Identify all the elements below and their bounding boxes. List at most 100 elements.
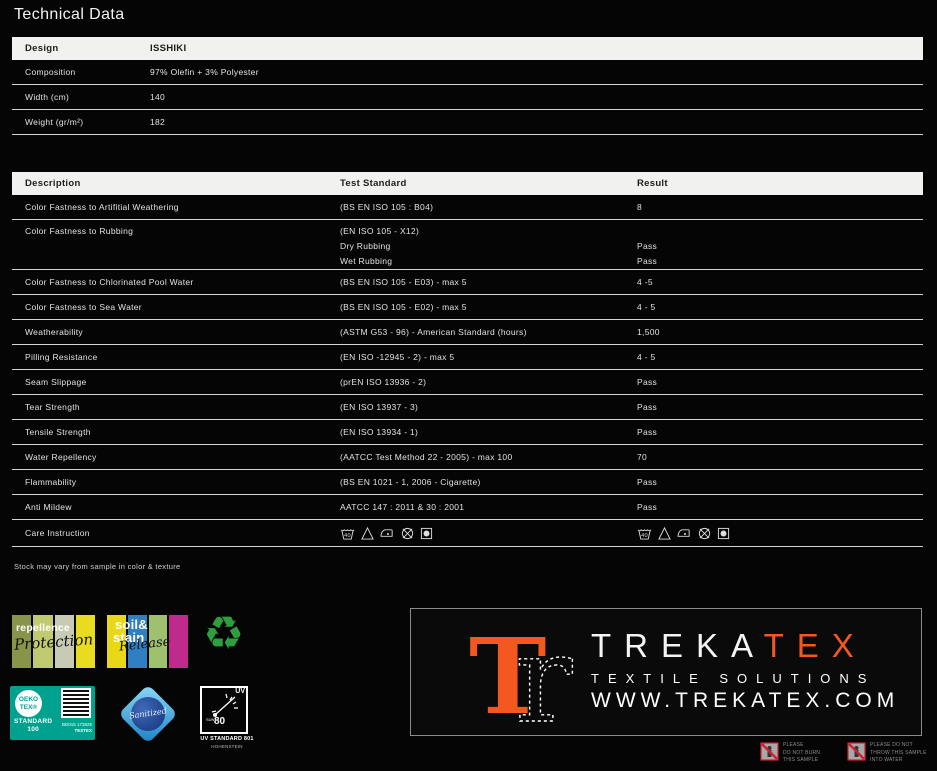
spec-label: Weight (gr/m²) xyxy=(25,117,84,127)
test-result: Pass xyxy=(637,402,658,412)
test-row: Tensile Strength (EN ISO 13934 - 1) Pass xyxy=(12,420,923,445)
test-result: 4 -5 xyxy=(637,277,653,287)
test-standard: (EN ISO 13934 - 1) xyxy=(340,427,419,437)
test-results-table: Description Test Standard Result Color F… xyxy=(12,172,923,547)
spec-row-weight: Weight (gr/m²) 182 xyxy=(12,110,923,135)
spec-row-width: Width (cm) 140 xyxy=(12,85,923,110)
test-standard: (BS EN 1021 - 1, 2006 - Cigarette) xyxy=(340,477,481,487)
spec-label: Composition xyxy=(25,67,76,77)
bleach-triangle-icon xyxy=(361,526,374,540)
test-standard: (EN ISO 105 - X12) Dry Rubbing Wet Rubbi… xyxy=(340,226,420,266)
test-row: Anti Mildew AATCC 147 : 2011 & 30 : 2001… xyxy=(12,495,923,520)
wash-40-icon: 40 xyxy=(340,528,355,540)
repellence-protection-badge: repellence Protection xyxy=(12,615,97,668)
test-standard: (BS EN ISO 105 - E02) - max 5 xyxy=(340,302,467,312)
brand-url: WWW.TREKATEX.COM xyxy=(591,689,900,712)
spec-value: 182 xyxy=(150,117,166,127)
test-description: Weatherability xyxy=(25,327,83,337)
brand-tagline: TEXTILE SOLUTIONS xyxy=(591,671,876,686)
test-row: Seam Slippage (prEN ISO 13936 - 2) Pass xyxy=(12,370,923,395)
test-description: Seam Slippage xyxy=(25,377,87,387)
col-header-description: Description xyxy=(25,178,81,189)
test-description: Tear Strength xyxy=(25,402,80,412)
test-row-rubbing: Color Fastness to Rubbing (EN ISO 105 - … xyxy=(12,220,923,270)
test-standard: (BS EN ISO 105 - E03) - max 5 xyxy=(340,277,467,287)
brand-name: TREKATEX xyxy=(591,627,867,664)
iron-icon xyxy=(677,528,690,537)
test-description: Tensile Strength xyxy=(25,427,91,437)
spec-value: 140 xyxy=(150,92,166,102)
uv-corner-label: UV xyxy=(233,688,246,696)
test-row: Color Fastness to Chlorinated Pool Water… xyxy=(12,270,923,295)
care-icons-result: 40 xyxy=(637,526,923,540)
do-not-dry-clean-icon xyxy=(698,527,711,539)
spec-label: Width (cm) xyxy=(25,92,70,102)
test-description: Care Instruction xyxy=(25,528,90,538)
svg-text:T: T xyxy=(469,621,546,729)
uv-standard-label: UV STANDARD 801 HOHENSTEIN xyxy=(200,736,254,749)
no-burn-icon xyxy=(760,742,779,761)
test-row: Color Fastness to Artifitial Weathering … xyxy=(12,195,923,220)
test-description: Color Fastness to Rubbing xyxy=(25,226,134,236)
spec-table: Design ISSHIKI Composition 97% Olefin + … xyxy=(12,37,923,135)
test-result: Pass xyxy=(637,427,658,437)
test-row: Flammability (BS EN 1021 - 1, 2006 - Cig… xyxy=(12,470,923,495)
trekatex-logo-box: T r TREKATEX TEXTILE SOLUTIONS WWW.TREKA… xyxy=(410,608,922,751)
test-row: Pilling Resistance (EN ISO -12945 - 2) -… xyxy=(12,345,923,370)
test-row: Water Repellency (AATCC Test Method 22 -… xyxy=(12,445,923,470)
tumble-dry-icon xyxy=(717,527,730,539)
bleach-triangle-icon xyxy=(658,526,671,540)
test-result: 4 - 5 xyxy=(637,352,656,362)
svg-text:40: 40 xyxy=(344,533,351,539)
test-result: Pass xyxy=(637,377,658,387)
svg-text:SUN: SUN xyxy=(206,717,215,722)
test-standard: AATCC 147 : 2011 & 30 : 2001 xyxy=(340,502,465,512)
test-description: Pilling Resistance xyxy=(25,352,98,362)
test-row: Color Fastness to Sea Water (BS EN ISO 1… xyxy=(12,295,923,320)
test-description: Anti Mildew xyxy=(25,502,72,512)
do-not-burn-warning: PLEASE DO NOT BURN THIS SAMPLE xyxy=(760,742,820,765)
test-result: 4 - 5 xyxy=(637,302,656,312)
spec-row-design: Design ISSHIKI xyxy=(12,37,923,60)
spec-value: ISSHIKI xyxy=(150,43,187,54)
no-water-warning: PLEASE DO NOT THROW THIS SAMPLE INTO WAT… xyxy=(847,742,927,765)
stain-label: stain xyxy=(113,630,145,645)
test-description: Flammability xyxy=(25,477,77,487)
oeko-tex-badge: OEKO TEX® STANDARD 100 BD015 173825 TESTE… xyxy=(10,686,95,740)
test-description: Color Fastness to Chlorinated Pool Water xyxy=(25,277,194,287)
test-description: Water Repellency xyxy=(25,452,97,462)
svg-text:40: 40 xyxy=(641,533,648,539)
qr-code xyxy=(61,688,91,718)
stock-disclaimer: Stock may vary from sample in color & te… xyxy=(14,562,181,571)
repellence-label: repellence xyxy=(16,622,70,634)
spec-value: 97% Olefin + 3% Polyester xyxy=(150,67,259,77)
tumble-dry-icon xyxy=(420,527,433,539)
test-row: Weatherability (ASTM G53 - 96) - America… xyxy=(12,320,923,345)
test-standard: (EN ISO 13937 - 3) xyxy=(340,402,419,412)
col-header-result: Result xyxy=(637,178,668,189)
page-title: Technical Data xyxy=(14,6,125,23)
test-row: Tear Strength (EN ISO 13937 - 3) Pass xyxy=(12,395,923,420)
test-row-care-instruction: Care Instruction 40 40 xyxy=(12,520,923,547)
sanitized-badge: Sanitized xyxy=(116,682,180,746)
spec-row-composition: Composition 97% Olefin + 3% Polyester xyxy=(12,60,923,85)
trekatex-logo-mark: T r xyxy=(469,610,594,750)
do-not-dry-clean-icon xyxy=(401,527,414,539)
soil-label: soil& xyxy=(115,617,148,632)
test-result: Pass xyxy=(637,477,658,487)
oeko-standard-label: STANDARD 100 xyxy=(14,718,53,734)
test-result: 8 xyxy=(637,202,643,212)
col-header-test-standard: Test Standard xyxy=(340,178,407,189)
test-description: Color Fastness to Artifitial Weathering xyxy=(25,202,179,212)
oeko-cert-number: BD015 173825 TESTEX xyxy=(61,722,92,734)
trekatex-tr-monogram-icon: T r xyxy=(469,610,574,750)
uv-gauge-icon: 80 SUN xyxy=(206,693,238,727)
svg-text:80: 80 xyxy=(214,716,226,727)
test-description: Color Fastness to Sea Water xyxy=(25,302,142,312)
test-standard: (AATCC Test Method 22 - 2005) - max 100 xyxy=(340,452,513,462)
no-water-icon xyxy=(847,742,866,761)
test-result: 70 xyxy=(637,452,648,462)
test-standard: (EN ISO -12945 - 2) - max 5 xyxy=(340,352,455,362)
test-standard: (BS EN ISO 105 : B04) xyxy=(340,202,434,212)
